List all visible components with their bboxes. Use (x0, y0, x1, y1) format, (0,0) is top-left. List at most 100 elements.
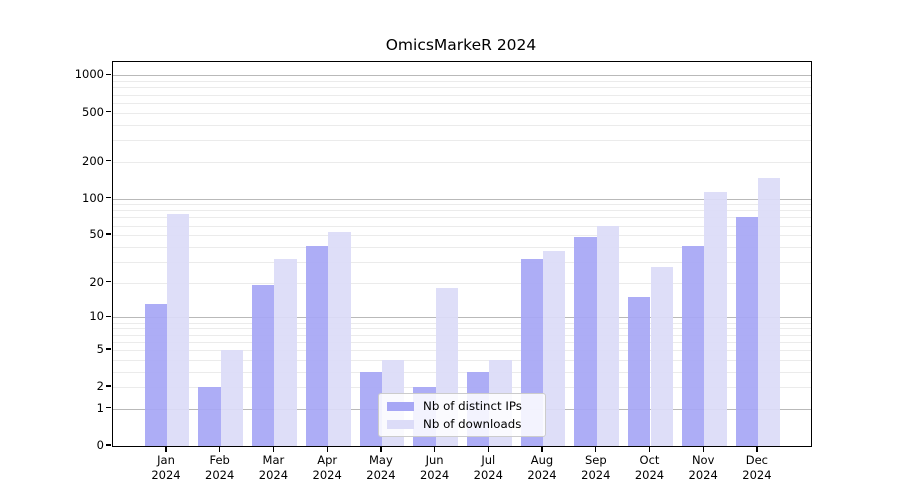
bar-downloads-apr (328, 232, 351, 446)
x-tick-mark-dec (756, 447, 758, 452)
x-tick-mark-sep (595, 447, 597, 452)
gridline-minor-7 (113, 334, 811, 336)
x-tick-mark-feb (219, 447, 221, 452)
x-tick-label-mar: Mar 2024 (258, 453, 289, 482)
y-tick-mark-20 (106, 281, 111, 283)
gridline-minor-700 (113, 94, 811, 96)
x-tick-label-jun: Jun 2024 (419, 453, 450, 482)
y-tick-label-200: 200 (82, 153, 104, 168)
bar-ips-nov (681, 245, 705, 446)
gridline-minor-90 (113, 204, 811, 206)
gridline-minor-500 (113, 112, 811, 114)
x-tick-label-jul: Jul 2024 (473, 453, 503, 482)
x-tick-mark-aug (541, 447, 543, 452)
legend: Nb of distinct IPs Nb of downloads (378, 393, 546, 437)
gridline-minor-20 (113, 282, 811, 284)
gridline-minor-900 (113, 81, 811, 83)
legend-item-downloads: Nb of downloads (387, 417, 537, 431)
y-tick-label-100: 100 (82, 190, 104, 205)
x-tick-label-nov: Nov 2024 (688, 453, 718, 482)
bar-ips-jan (144, 304, 167, 446)
gridline-major-100 (113, 198, 811, 200)
y-tick-label-0: 0 (96, 438, 104, 452)
legend-item-distinct-ips: Nb of distinct IPs (387, 399, 537, 413)
bar-ips-oct (628, 297, 651, 446)
gridline-minor-300 (113, 139, 811, 141)
chart-title: OmicsMarkeR 2024 (385, 36, 537, 54)
gridline-minor-60 (113, 225, 811, 227)
gridline-minor-2 (113, 387, 811, 389)
bar-downloads-aug (543, 250, 566, 446)
x-tick-mark-oct (648, 447, 651, 452)
gridline-minor-9 (113, 322, 811, 324)
y-tick-label-2: 2 (96, 379, 104, 394)
x-tick-mark-jun (433, 447, 436, 452)
x-tick-label-apr: Apr 2024 (312, 453, 342, 482)
gridline-minor-50 (113, 235, 811, 237)
y-tick-mark-0 (106, 444, 111, 446)
gridline-major-10 (113, 317, 811, 319)
x-tick-mark-nov (702, 447, 704, 452)
x-tick-mark-may (380, 447, 382, 452)
y-tick-label-1000: 1000 (74, 67, 104, 82)
gridline-minor-3 (113, 371, 811, 373)
gridline-minor-40 (113, 246, 811, 248)
x-tick-mark-apr (326, 447, 328, 452)
bar-downloads-jan (167, 213, 190, 446)
y-tick-label-20: 20 (89, 274, 104, 289)
gridline-minor-8 (113, 328, 811, 330)
y-tick-mark-10 (106, 315, 111, 318)
y-tick-mark-500 (106, 110, 111, 113)
x-tick-label-oct: Oct 2024 (634, 453, 665, 482)
y-tick-label-1: 1 (96, 400, 104, 415)
gridline-minor-6 (113, 341, 811, 343)
legend-swatch-distinct-ips (387, 401, 414, 411)
bar-ips-feb (198, 387, 221, 446)
x-tick-label-dec: Dec 2024 (742, 453, 772, 482)
bar-downloads-mar (274, 258, 297, 446)
y-tick-mark-2 (106, 385, 111, 387)
plot-area (112, 61, 812, 447)
y-tick-mark-1 (106, 407, 111, 409)
gridline-minor-600 (113, 102, 811, 104)
legend-label-downloads: Nb of downloads (423, 417, 522, 431)
bar-downloads-dec (757, 177, 781, 446)
x-tick-mark-jul (487, 447, 489, 452)
gridline-minor-4 (113, 359, 811, 361)
gridline-minor-800 (113, 87, 811, 89)
bar-downloads-nov (704, 192, 727, 446)
legend-swatch-downloads (387, 419, 414, 429)
y-tick-label-50: 50 (89, 227, 104, 242)
y-tick-mark-50 (106, 233, 111, 235)
bar-ips-dec (735, 217, 758, 446)
gridline-minor-5 (113, 349, 811, 351)
x-tick-mark-mar (272, 447, 275, 452)
y-tick-mark-100 (106, 196, 111, 199)
x-tick-label-jan: Jan 2024 (151, 453, 181, 482)
x-tick-mark-jan (165, 447, 167, 452)
bar-ips-apr (305, 245, 329, 446)
x-tick-label-feb: Feb 2024 (205, 453, 235, 482)
gridline-minor-70 (113, 217, 811, 219)
x-tick-label-sep: Sep 2024 (581, 453, 611, 482)
x-tick-label-aug: Aug 2024 (527, 453, 557, 482)
y-tick-label-5: 5 (96, 341, 104, 356)
y-tick-mark-200 (106, 159, 111, 162)
y-tick-mark-5 (106, 348, 111, 350)
bar-downloads-sep (596, 225, 620, 446)
bar-ips-sep (574, 237, 597, 446)
gridline-minor-400 (113, 124, 811, 126)
y-tick-label-10: 10 (89, 309, 104, 324)
legend-label-distinct-ips: Nb of distinct IPs (423, 399, 522, 413)
bar-downloads-oct (650, 267, 673, 446)
x-tick-label-may: May 2024 (366, 453, 396, 482)
gridline-minor-30 (113, 261, 811, 263)
bar-ips-may (359, 371, 382, 446)
y-tick-label-500: 500 (82, 104, 104, 119)
bar-downloads-feb (220, 349, 244, 446)
gridline-minor-200 (113, 161, 811, 163)
bar-ips-mar (252, 285, 275, 446)
gridline-major-1000 (113, 75, 811, 77)
gridline-minor-80 (113, 210, 811, 212)
